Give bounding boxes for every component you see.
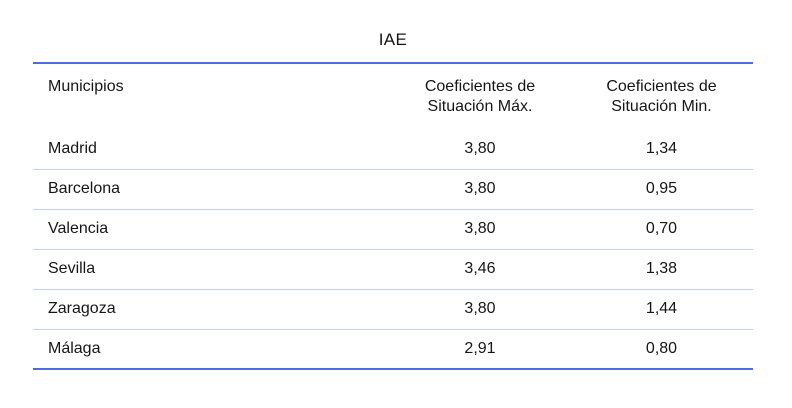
coef-max-cell: 3,80 bbox=[390, 289, 570, 330]
column-header-municipios: Municipios bbox=[48, 78, 124, 95]
table-row: Málaga 2,91 0,80 bbox=[33, 329, 753, 369]
table-row: Zaragoza 3,80 1,44 bbox=[33, 289, 753, 330]
municipio-cell: Zaragoza bbox=[33, 289, 390, 330]
header-coef-max-line1: Coeficientes de bbox=[424, 78, 536, 95]
municipio-cell: Valencia bbox=[33, 209, 390, 250]
coef-max-cell: 3,46 bbox=[390, 249, 570, 290]
municipio-cell: Sevilla bbox=[33, 249, 390, 290]
table-row: Sevilla 3,46 1,38 bbox=[33, 249, 753, 290]
coef-min-cell: 1,44 bbox=[570, 289, 753, 330]
coef-min-cell: 1,38 bbox=[570, 249, 753, 290]
column-header-coef-max: Coeficientes de Situación Máx. bbox=[390, 63, 570, 129]
coef-max-cell: 3,80 bbox=[390, 209, 570, 250]
header-coef-min-line2: Situación Min. bbox=[611, 98, 712, 115]
column-header-coef-min: Coeficientes de Situación Min. bbox=[570, 63, 753, 129]
coef-max-cell: 2,91 bbox=[464, 339, 496, 357]
table-row: Valencia 3,80 0,70 bbox=[33, 209, 753, 250]
iae-table-container: IAE Municipios Coeficientes de Situación… bbox=[33, 30, 753, 370]
coef-min-cell: 0,95 bbox=[570, 169, 753, 210]
coef-min-cell: 0,70 bbox=[570, 209, 753, 250]
header-coef-min-line1: Coeficientes de bbox=[606, 78, 717, 95]
iae-table: Municipios Coeficientes de Situación Máx… bbox=[33, 62, 753, 370]
coef-max-cell: 3,80 bbox=[390, 169, 570, 210]
header-row: Municipios Coeficientes de Situación Máx… bbox=[33, 63, 753, 129]
coef-min-cell: 1,34 bbox=[570, 129, 753, 170]
table-row: Barcelona 3,80 0,95 bbox=[33, 169, 753, 210]
coef-max-cell: 3,80 bbox=[390, 129, 570, 170]
municipio-cell: Madrid bbox=[33, 129, 390, 170]
header-coef-max-line2: Situación Máx. bbox=[427, 98, 533, 115]
municipio-cell: Málaga bbox=[48, 339, 101, 357]
coef-min-cell: 0,80 bbox=[645, 339, 678, 357]
municipio-cell: Barcelona bbox=[33, 169, 390, 210]
table-title: IAE bbox=[378, 30, 408, 49]
table-row: Madrid 3,80 1,34 bbox=[33, 129, 753, 170]
